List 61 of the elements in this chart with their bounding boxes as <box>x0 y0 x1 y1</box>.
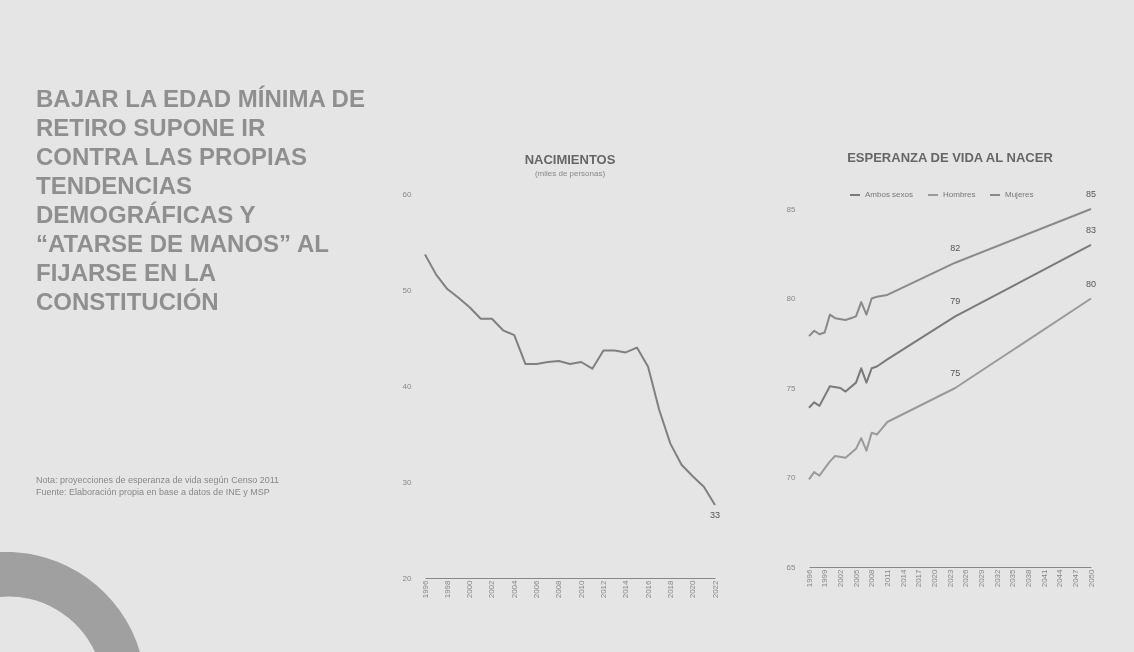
x-tick-label: 2018 <box>665 579 675 599</box>
legend-label: Hombres <box>943 190 976 199</box>
x-tick-label: 2032 <box>992 568 1002 588</box>
x-tick-label: 2029 <box>976 568 986 588</box>
x-tick-label: 2008 <box>554 579 564 599</box>
x-tick-label: 2010 <box>576 579 586 599</box>
y-tick-label: 60 <box>402 189 413 199</box>
source-note: Fuente: Elaboración propia en base a datos de INE y MSP <box>36 486 271 498</box>
text: BAJAR LA EDAD MÍNIMA DE RETIRO SUPONE IR CONTRA LAS PROPIAS TENDENCIAS DEMOGRÁFICAS Y “ATARSE DE MANOS” AL FIJARSE EN LA CONSTITUCIÓN <box>36 84 366 316</box>
x-tick-label: 2022 <box>710 579 720 599</box>
x-tick-label: 2020 <box>929 568 939 588</box>
y-tick-label: 50 <box>402 285 413 295</box>
x-tick-label: 1996 <box>420 579 430 599</box>
annotation: 33 <box>709 510 721 521</box>
x-tick-label: 1999 <box>820 568 830 588</box>
x-tick-label: 2005 <box>851 568 861 588</box>
y-tick-label: 30 <box>402 477 413 487</box>
x-tick-label: 2004 <box>509 579 519 599</box>
x-tick-label: 2038 <box>1023 568 1033 588</box>
data-label: 79 <box>950 296 961 307</box>
x-tick-label: 2023 <box>945 568 955 588</box>
x-tick-label: 2011 <box>882 568 892 587</box>
y-tick-label: 65 <box>786 562 797 572</box>
x-tick-label: 2014 <box>898 568 908 588</box>
x-tick-label: 2000 <box>465 579 475 599</box>
x-tick-label: 2041 <box>1039 568 1049 588</box>
data-label: 80 <box>1085 278 1097 289</box>
line-series <box>808 297 1092 481</box>
y-tick-label: 85 <box>786 204 797 214</box>
chart-title: ESPERANZA DE VIDA AL NACER <box>847 150 1054 165</box>
y-tick-label: 40 <box>402 381 413 391</box>
x-tick-label: 2020 <box>688 579 698 599</box>
y-tick-label: 70 <box>786 473 797 482</box>
y-tick-label: 80 <box>786 294 797 303</box>
data-label: 85 <box>1085 189 1097 199</box>
x-tick-label: 2035 <box>1008 568 1018 588</box>
x-tick-label: 2008 <box>867 568 877 588</box>
data-label: 83 <box>1085 224 1097 235</box>
y-tick-label: 75 <box>786 383 797 393</box>
legend-label: Mujeres <box>1005 190 1034 199</box>
x-tick-label: 2017 <box>914 568 924 588</box>
x-tick-label: 2026 <box>961 568 971 588</box>
x-tick-label: 2050 <box>1086 568 1096 588</box>
data-label: 75 <box>950 368 961 378</box>
line-series <box>424 253 716 507</box>
x-tick-label: 2014 <box>621 579 631 599</box>
x-tick-label: 2016 <box>643 579 653 599</box>
x-tick-label: 2002 <box>835 568 845 588</box>
x-tick-label: 1996 <box>804 568 814 588</box>
chart-title: NACIMIENTOS <box>524 152 616 167</box>
x-tick-label: 2002 <box>487 579 497 599</box>
data-label: 82 <box>950 242 961 253</box>
x-tick-label: 2044 <box>1055 568 1065 588</box>
x-tick-label: 1998 <box>442 579 452 599</box>
legend-label: Ambos sexos <box>865 190 914 199</box>
text: Nota: proyecciones de esperanza de vida según Censo 2011 <box>36 474 279 486</box>
x-tick-label: 2047 <box>1070 568 1080 588</box>
y-tick-label: 20 <box>402 573 413 583</box>
x-tick-label: 2006 <box>532 579 542 599</box>
x-tick-label: 2012 <box>598 579 608 599</box>
chart-subtitle: (miles de personas) <box>534 169 606 178</box>
